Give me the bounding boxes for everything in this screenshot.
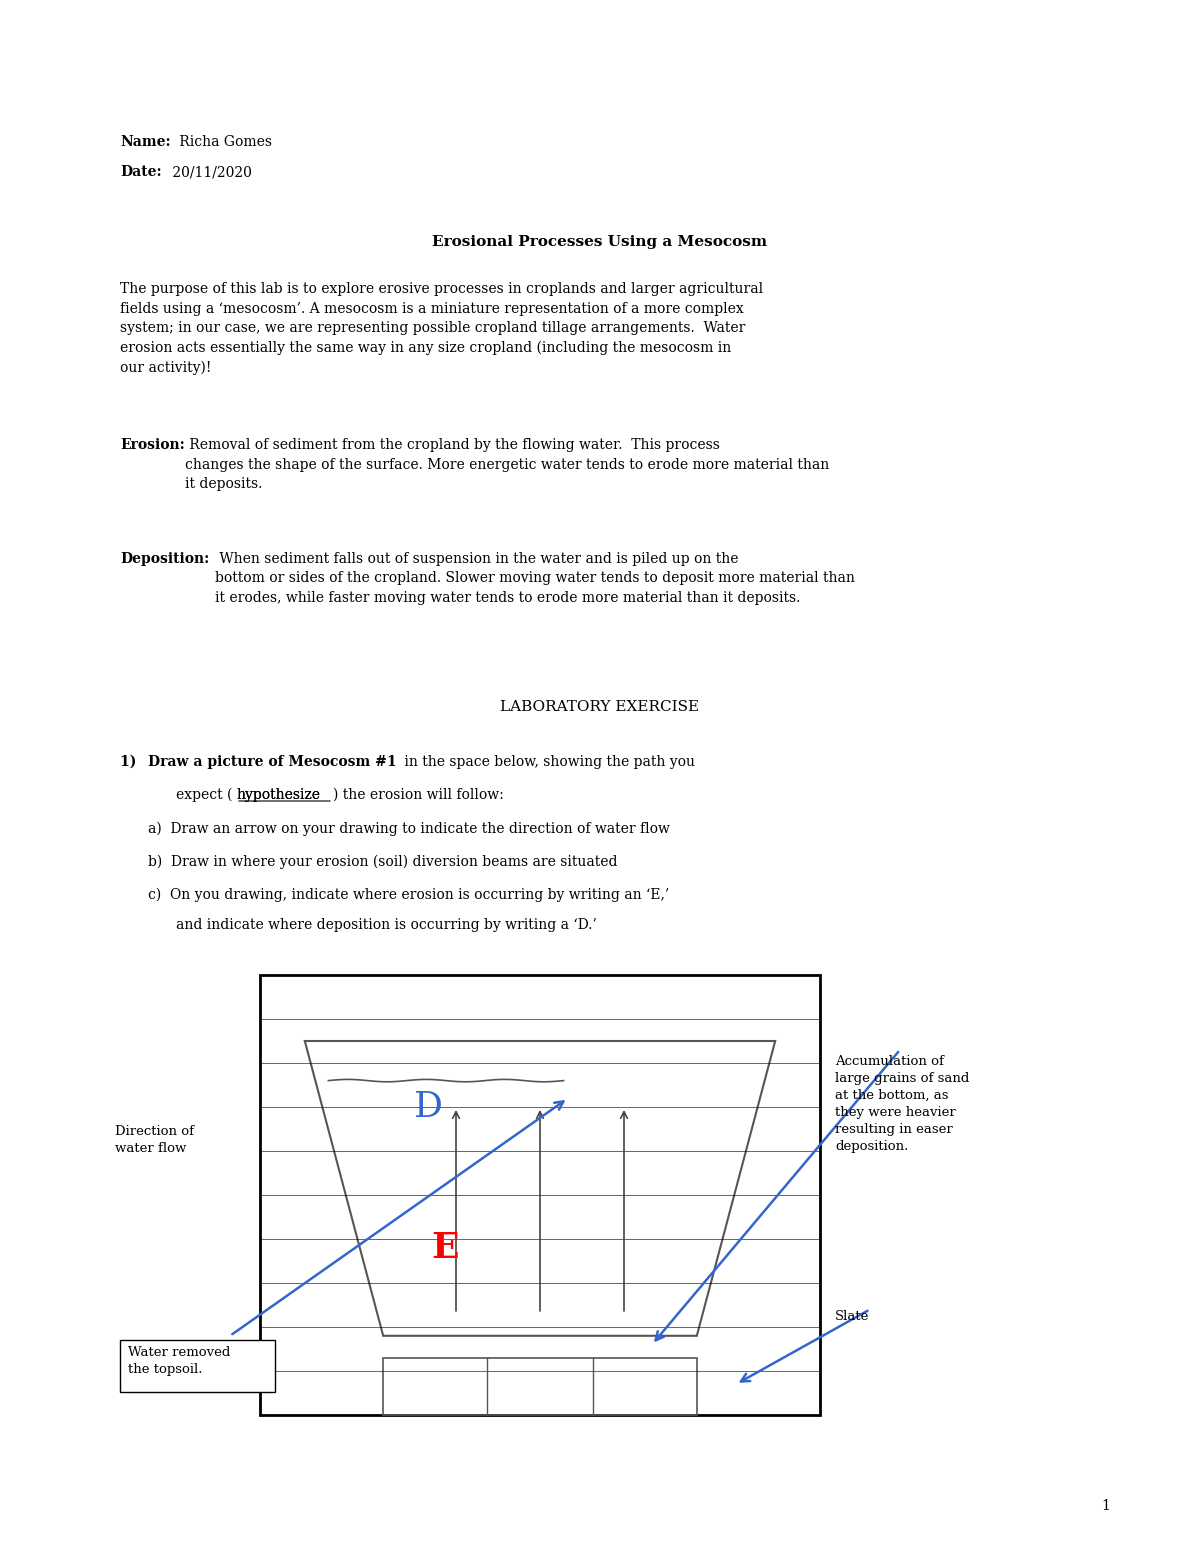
- Text: c)  On you drawing, indicate where erosion is occurring by writing an ‘E,’: c) On you drawing, indicate where erosio…: [148, 888, 670, 902]
- Text: in the space below, showing the path you: in the space below, showing the path you: [400, 755, 695, 769]
- Text: expect (: expect (: [176, 787, 233, 803]
- Text: 1: 1: [1102, 1499, 1110, 1513]
- Text: Accumulation of
large grains of sand
at the bottom, as
they were heavier
resulti: Accumulation of large grains of sand at …: [835, 1054, 970, 1152]
- Text: E: E: [431, 1232, 458, 1264]
- Text: When sediment falls out of suspension in the water and is piled up on the
bottom: When sediment falls out of suspension in…: [215, 551, 854, 606]
- Text: b)  Draw in where your erosion (soil) diversion beams are situated: b) Draw in where your erosion (soil) div…: [148, 856, 618, 870]
- Text: 20/11/2020: 20/11/2020: [168, 165, 252, 179]
- Text: and indicate where deposition is occurring by writing a ‘D.’: and indicate where deposition is occurri…: [176, 918, 596, 932]
- Text: Erosional Processes Using a Mesocosm: Erosional Processes Using a Mesocosm: [432, 235, 768, 248]
- Text: ) the erosion will follow:: ) the erosion will follow:: [334, 787, 504, 801]
- Text: 1): 1): [120, 755, 146, 769]
- Text: The purpose of this lab is to explore erosive processes in croplands and larger : The purpose of this lab is to explore er…: [120, 283, 763, 376]
- Text: a)  Draw an arrow on your drawing to indicate the direction of water flow: a) Draw an arrow on your drawing to indi…: [148, 822, 670, 837]
- Text: Water removed
the topsoil.: Water removed the topsoil.: [128, 1346, 230, 1376]
- Text: Richa Gomes: Richa Gomes: [175, 135, 272, 149]
- Text: Name:: Name:: [120, 135, 170, 149]
- Text: Slate: Slate: [835, 1311, 869, 1323]
- Text: Date:: Date:: [120, 165, 162, 179]
- Text: hypothesize: hypothesize: [236, 787, 320, 801]
- Text: Removal of sediment from the cropland by the flowing water.  This process
change: Removal of sediment from the cropland by…: [185, 438, 829, 491]
- Text: hypothesize: hypothesize: [236, 787, 320, 801]
- Text: Direction of
water flow: Direction of water flow: [115, 1124, 194, 1155]
- Text: Erosion:: Erosion:: [120, 438, 185, 452]
- Bar: [120, 1340, 275, 1391]
- Text: D: D: [414, 1090, 443, 1124]
- Text: Draw a picture of Mesocosm #1: Draw a picture of Mesocosm #1: [148, 755, 397, 769]
- Text: LABORATORY EXERCISE: LABORATORY EXERCISE: [500, 700, 700, 714]
- Text: Deposition:: Deposition:: [120, 551, 209, 565]
